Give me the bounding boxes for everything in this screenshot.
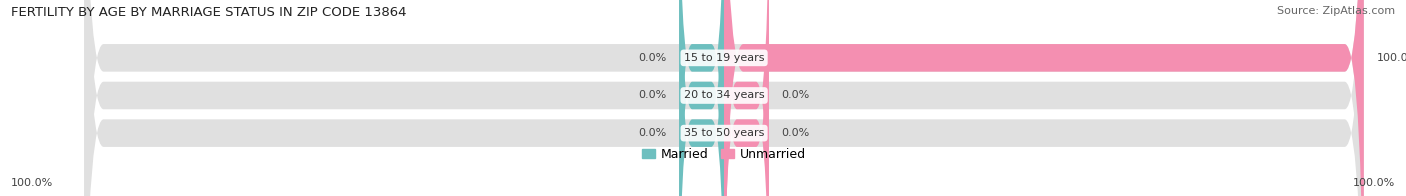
FancyBboxPatch shape	[679, 0, 724, 196]
Text: 100.0%: 100.0%	[1376, 53, 1406, 63]
Text: 35 to 50 years: 35 to 50 years	[683, 128, 765, 138]
Text: 0.0%: 0.0%	[638, 53, 666, 63]
FancyBboxPatch shape	[84, 0, 1364, 196]
FancyBboxPatch shape	[679, 0, 724, 196]
Text: 100.0%: 100.0%	[1353, 178, 1395, 188]
FancyBboxPatch shape	[724, 0, 1364, 196]
Legend: Married, Unmarried: Married, Unmarried	[643, 148, 806, 161]
Text: 0.0%: 0.0%	[638, 91, 666, 101]
FancyBboxPatch shape	[84, 0, 1364, 196]
Text: FERTILITY BY AGE BY MARRIAGE STATUS IN ZIP CODE 13864: FERTILITY BY AGE BY MARRIAGE STATUS IN Z…	[11, 6, 406, 19]
Text: 0.0%: 0.0%	[782, 91, 810, 101]
FancyBboxPatch shape	[679, 0, 724, 196]
Text: 100.0%: 100.0%	[11, 178, 53, 188]
Text: 0.0%: 0.0%	[782, 128, 810, 138]
Text: 0.0%: 0.0%	[638, 128, 666, 138]
FancyBboxPatch shape	[724, 0, 769, 196]
Text: 20 to 34 years: 20 to 34 years	[683, 91, 765, 101]
FancyBboxPatch shape	[84, 0, 1364, 196]
Text: 15 to 19 years: 15 to 19 years	[683, 53, 765, 63]
FancyBboxPatch shape	[724, 0, 769, 196]
Text: Source: ZipAtlas.com: Source: ZipAtlas.com	[1277, 6, 1395, 16]
